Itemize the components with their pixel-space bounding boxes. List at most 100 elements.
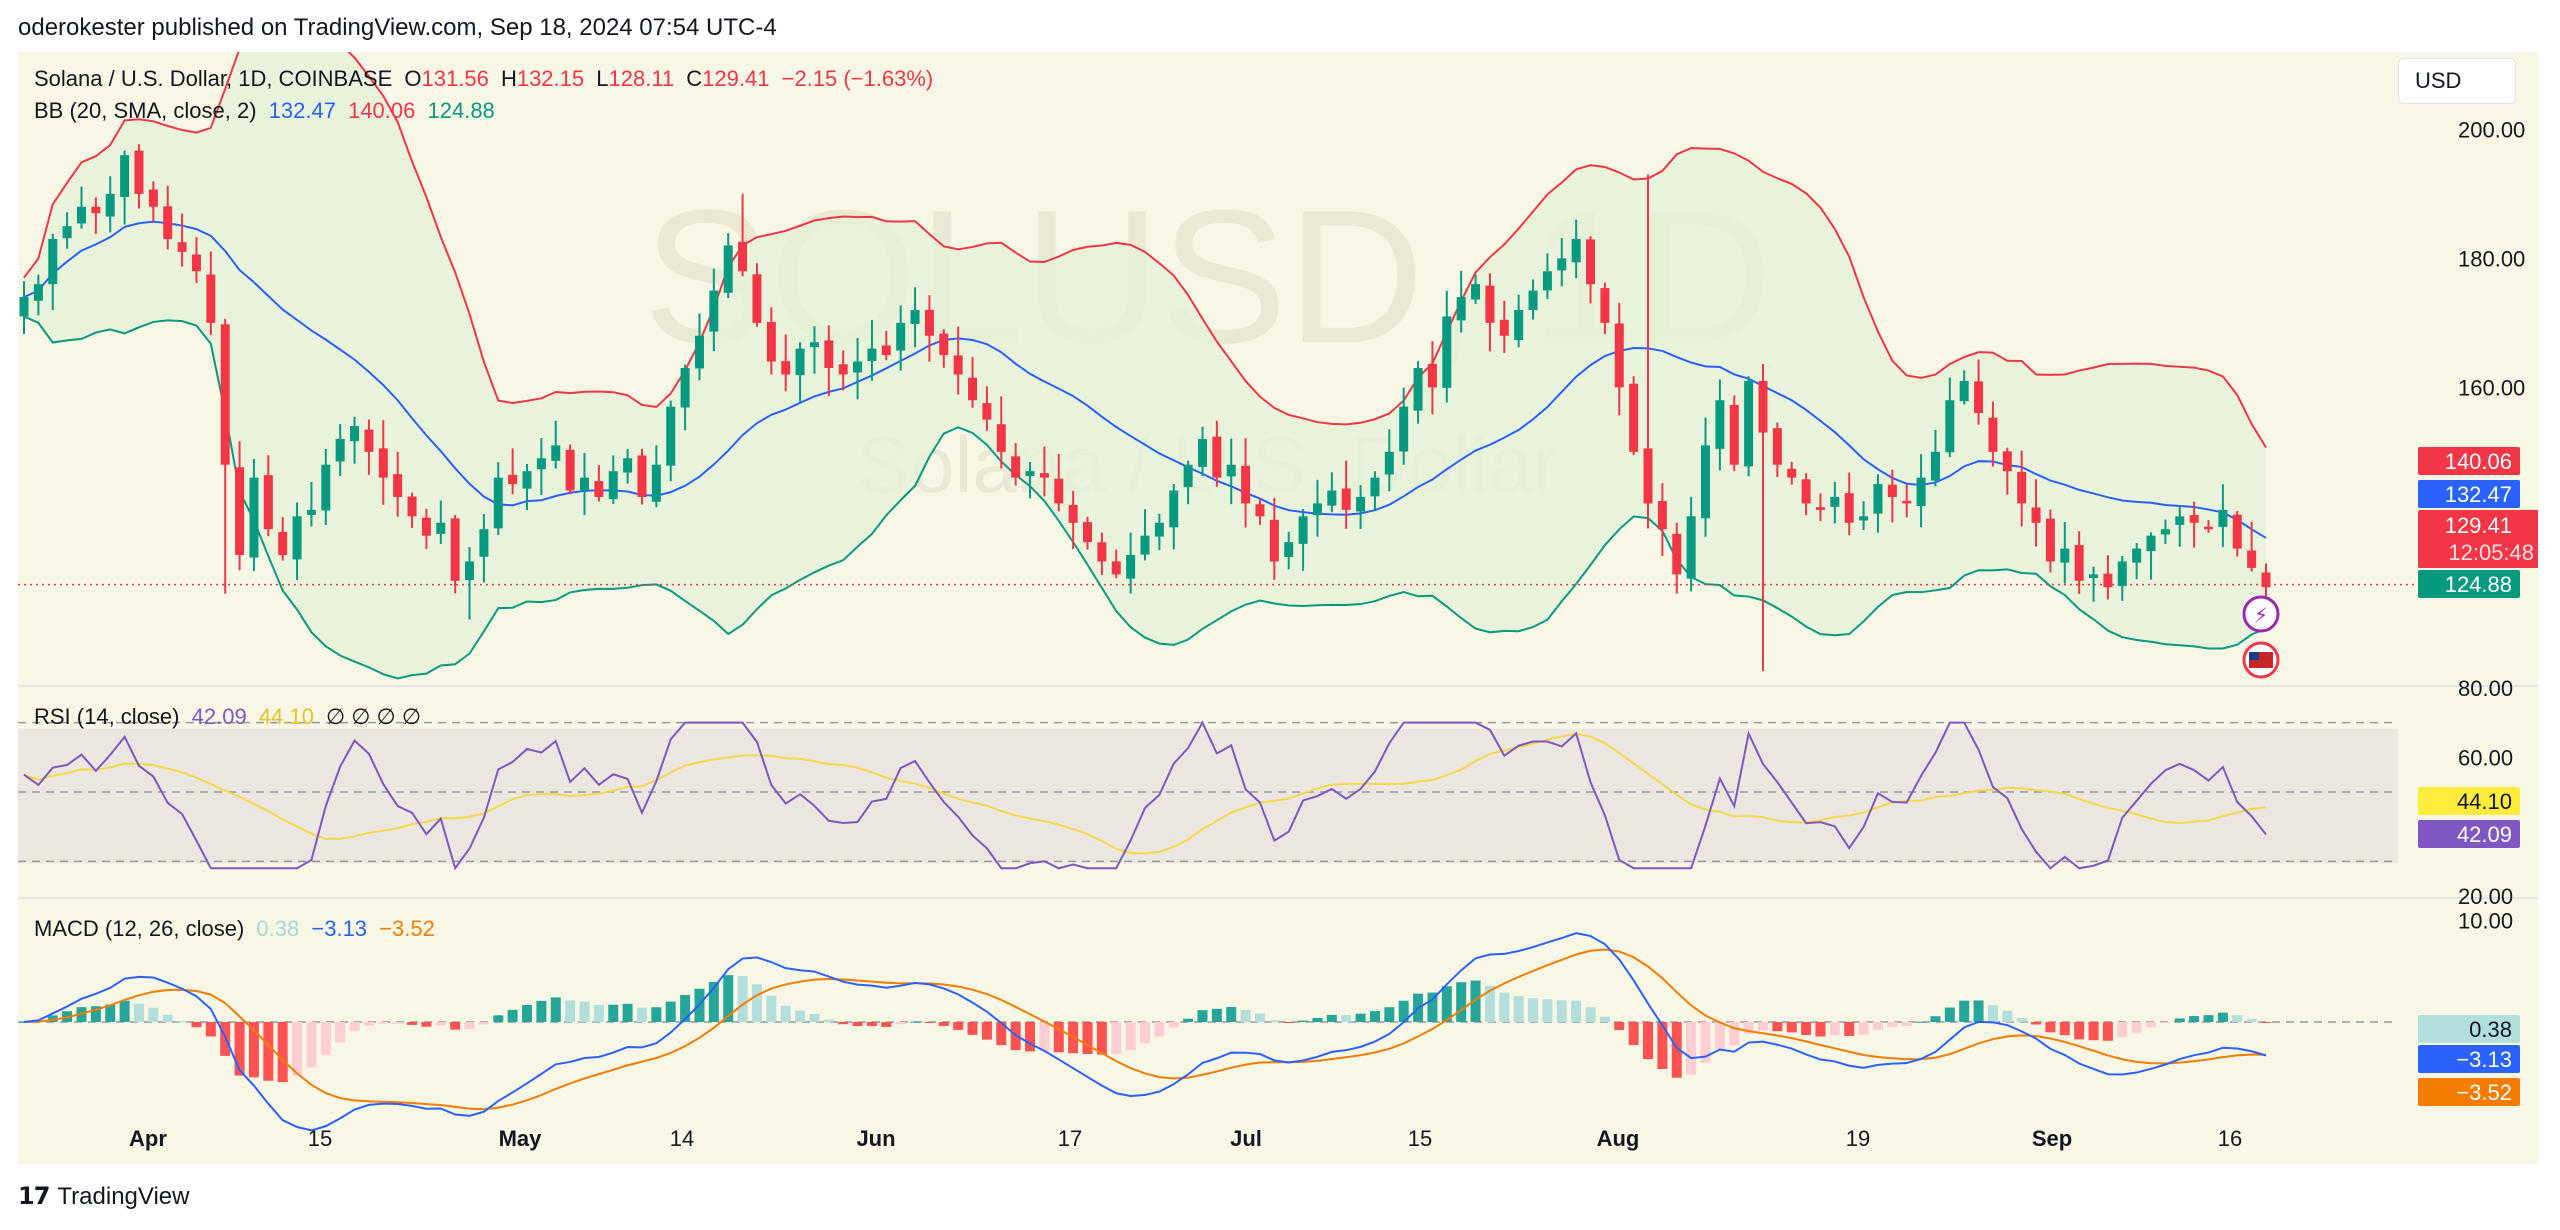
macd-histogram-bar [996, 1022, 1007, 1046]
candle [1341, 488, 1351, 510]
macd-histogram-bar [1283, 1022, 1294, 1023]
candle [551, 445, 561, 461]
macd-histogram-bar [1211, 1008, 1222, 1022]
macd-histogram-bar [1240, 1010, 1251, 1022]
candle [177, 242, 187, 252]
macd-histogram-bar [938, 1022, 949, 1026]
macd-histogram-bar [464, 1022, 475, 1030]
macd-histogram-bar [622, 1003, 633, 1022]
candle [2247, 550, 2257, 568]
candle [350, 426, 360, 442]
candle [1471, 284, 1481, 300]
attribution: oderokester published on TradingView.com… [18, 14, 777, 41]
lightning-glyph: ⚡ [2254, 603, 2268, 627]
macd-histogram-bar [450, 1022, 461, 1030]
macd-histogram-bar [1714, 1022, 1725, 1050]
macd-histogram-bar [1140, 1022, 1150, 1044]
macd-histogram-bar [1154, 1022, 1165, 1037]
macd-histogram-bar [1053, 1022, 1064, 1053]
macd-histogram-bar [392, 1022, 403, 1024]
macd-histogram-bar [1542, 999, 1553, 1022]
candle [62, 226, 72, 239]
candle [924, 309, 934, 336]
chart-area[interactable]: SOLUSD, 1DSolana / U.S. Dollar200.00180.… [18, 52, 2538, 1164]
macd-histogram-bar [2217, 1012, 2228, 1022]
candle [335, 438, 345, 462]
macd-histogram-bar [766, 995, 777, 1022]
macd-histogram-bar [1269, 1020, 1280, 1022]
candle [1241, 465, 1251, 504]
macd-histogram-bar [1441, 986, 1452, 1022]
macd-histogram-bar [1369, 1011, 1380, 1022]
candle [1083, 522, 1093, 543]
macd-histogram-bar [1930, 1016, 1941, 1022]
macd-histogram-bar [895, 1022, 906, 1025]
candle [838, 364, 848, 375]
legend-high: 132.15 [516, 66, 585, 91]
candle [1887, 484, 1897, 497]
footer-brand: TradingView [57, 1182, 190, 1210]
macd-histogram-bar [838, 1022, 849, 1025]
candle [1758, 380, 1768, 433]
candle [1327, 490, 1337, 506]
candle [738, 241, 748, 272]
candle [479, 529, 489, 557]
x-axis-label: 14 [670, 1126, 694, 1151]
macd-histogram-bar [1298, 1020, 1309, 1022]
candle [594, 481, 604, 497]
macd-histogram-bar [1197, 1010, 1208, 1022]
badge-macd-bg [2418, 1045, 2520, 1073]
bb-lower-value: 124.88 [427, 98, 495, 123]
candle [2117, 561, 2127, 587]
x-axis-label: 19 [1846, 1126, 1870, 1151]
legend-change: −2.15 (−1.63%) [781, 66, 934, 91]
macd-histogram-bar [1872, 1022, 1883, 1030]
candle [407, 496, 417, 517]
macd-histogram-bar [2074, 1022, 2085, 1040]
candle [33, 284, 43, 301]
candle [206, 274, 216, 323]
footer: 𝟭𝟳 TradingView [18, 1182, 189, 1211]
candle [1183, 464, 1193, 488]
candle [120, 155, 130, 198]
badge-bb-basis: 132.47 [2445, 482, 2512, 507]
badge-bb-upper-bg [2418, 447, 2520, 475]
candle [1988, 417, 1998, 452]
currency-button[interactable]: USD [2398, 58, 2516, 104]
macd-histogram-bar [2117, 1022, 2128, 1038]
macd-histogram-bar [205, 1022, 216, 1037]
macd-histogram-bar [1326, 1014, 1337, 1022]
macd-histogram-bar [1254, 1013, 1265, 1022]
candle [2232, 514, 2242, 549]
candle [1226, 464, 1236, 477]
macd-hist-value: 0.38 [256, 916, 300, 941]
rsi-legend-label: RSI (14, close) [34, 704, 180, 729]
candle [982, 403, 992, 420]
candle [465, 561, 475, 580]
price-tick-label: 180.00 [2458, 246, 2525, 271]
candle [1255, 504, 1265, 517]
macd-histogram-bar [881, 1022, 892, 1027]
macd-histogram-bar [1039, 1022, 1050, 1052]
macd-histogram-bar [105, 1004, 116, 1022]
macd-histogram-bar [522, 1005, 533, 1022]
macd-histogram-bar [2174, 1018, 2185, 1022]
candle [1830, 496, 1840, 507]
candle [709, 290, 719, 332]
candle [867, 348, 877, 362]
bb-lower-line [23, 315, 2267, 680]
macd-histogram-bar [1025, 1022, 1036, 1052]
macd-histogram-bar [1528, 998, 1539, 1022]
badge-bb-basis-bg [2418, 480, 2520, 508]
bb-legend: BB (20, SMA, close, 2) 132.47 140.06 124… [34, 98, 501, 124]
badge-macd: −3.13 [2456, 1047, 2512, 1072]
macd-histogram-bar [924, 1022, 935, 1023]
candle [1715, 400, 1725, 449]
candle [1269, 519, 1279, 562]
price-chart-svg[interactable]: SOLUSD, 1DSolana / U.S. Dollar200.00180.… [18, 52, 2538, 1164]
macd-histogram-bar [1916, 1021, 1927, 1023]
candle [1902, 500, 1912, 504]
candle [1039, 473, 1049, 478]
badge-last-price: 129.41 [2445, 513, 2512, 538]
macd-histogram-bar [680, 994, 691, 1022]
